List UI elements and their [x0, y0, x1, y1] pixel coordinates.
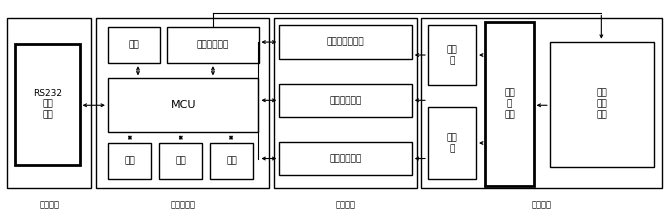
- Text: 处理器模块: 处理器模块: [170, 200, 195, 209]
- Bar: [274, 18, 417, 188]
- Bar: [428, 107, 476, 179]
- Text: MCU: MCU: [170, 100, 196, 110]
- Bar: [550, 42, 654, 167]
- Bar: [279, 25, 412, 59]
- Bar: [108, 26, 160, 63]
- Bar: [108, 143, 152, 179]
- Bar: [97, 18, 269, 188]
- Text: 检测模块: 检测模块: [336, 200, 356, 209]
- Bar: [209, 143, 253, 179]
- Bar: [15, 44, 80, 164]
- Text: 光栅尺测距模块: 光栅尺测距模块: [327, 38, 364, 47]
- Text: 频移测量模块: 频移测量模块: [329, 96, 362, 105]
- Text: 裸光
纤: 裸光 纤: [447, 133, 458, 153]
- Bar: [279, 84, 412, 117]
- Text: 电源: 电源: [175, 156, 186, 165]
- Bar: [486, 22, 533, 186]
- Bar: [428, 25, 476, 85]
- Text: 伺服
电机
驱动: 伺服 电机 驱动: [597, 89, 607, 120]
- Text: 光栅
尺: 光栅 尺: [447, 45, 458, 65]
- Text: 晶振: 晶振: [226, 156, 237, 165]
- Bar: [108, 78, 258, 132]
- Text: 显示: 显示: [124, 156, 135, 165]
- Text: RS232
接口
模块: RS232 接口 模块: [33, 89, 62, 120]
- Text: 微位
移
平台: 微位 移 平台: [504, 89, 515, 120]
- Text: 通信模块: 通信模块: [39, 200, 59, 209]
- Bar: [7, 18, 91, 188]
- Bar: [159, 143, 202, 179]
- Text: 存储: 存储: [129, 40, 140, 49]
- Bar: [279, 142, 412, 175]
- Text: 电机驱动控制: 电机驱动控制: [197, 40, 229, 49]
- Text: 应变测量模块: 应变测量模块: [329, 154, 362, 163]
- Bar: [421, 18, 662, 188]
- Bar: [167, 26, 259, 63]
- Text: 输入模块: 输入模块: [531, 200, 552, 209]
